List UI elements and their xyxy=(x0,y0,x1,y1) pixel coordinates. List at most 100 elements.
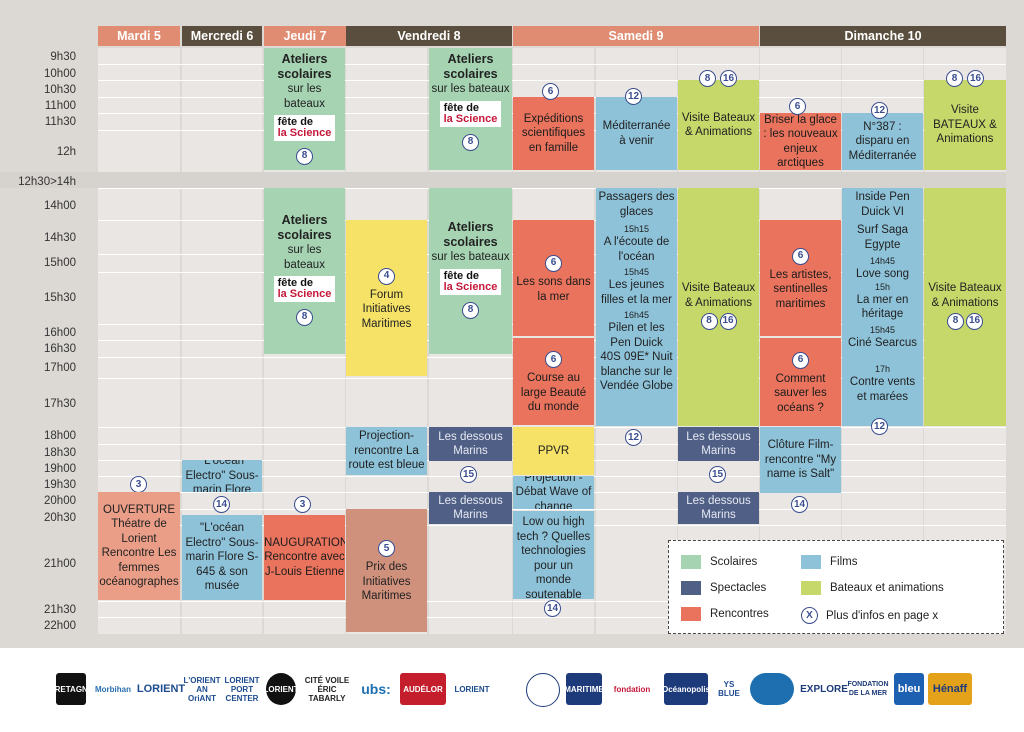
time-label: 11h30 xyxy=(44,116,76,128)
legend-spectacles: Spectacles xyxy=(681,581,766,595)
event-text: Méditerranée à venir xyxy=(602,120,671,147)
page-badge: 15 xyxy=(709,466,726,483)
event-films-dimanche[interactable]: Inside Pen Duick VI Surf Saga Egypte 14h… xyxy=(842,188,923,426)
legend-films: Films xyxy=(801,555,857,569)
film-title: Les jeunes filles et la mer xyxy=(601,279,672,306)
event-visite-dimanche-am[interactable]: Visite BATEAUX & Animations xyxy=(924,80,1006,170)
event-visite-samedi-pm[interactable]: Visite Bateaux & Animations 8 16 xyxy=(678,188,759,426)
event-forum[interactable]: 4 Forum Initiatives Maritimes xyxy=(346,220,427,376)
event-ateliers-vendredi-pm[interactable]: Ateliers scolaires sur les bateaux fête … xyxy=(429,188,512,354)
fete-science-logo: fête de la Science xyxy=(439,268,502,295)
event-dessous-samedi-1[interactable]: Les dessous Marins xyxy=(678,427,759,461)
film-title: A l'écoute de l'océan xyxy=(603,236,670,263)
page-badge: 8 xyxy=(699,70,716,87)
event-ateliers-jeudi-pm[interactable]: Ateliers scolaires sur les bateaux fête … xyxy=(264,188,345,354)
page-badge: 3 xyxy=(294,496,311,513)
schedule-grid: Mardi 5 Mercredi 6 Jeudi 7 Vendredi 8 Sa… xyxy=(0,26,1006,634)
event-title: Ateliers scolaires xyxy=(443,220,498,250)
event-text: Clôture Film-rencontre "My name is Salt" xyxy=(764,439,837,481)
event-ppvr[interactable]: PPVR xyxy=(513,427,594,475)
logo-bretagne: BRETAGNE xyxy=(49,673,93,705)
logo-lorient-port-center: LORIENT PORT CENTER xyxy=(224,675,260,703)
day-header-mercredi: Mercredi 6 xyxy=(182,26,262,46)
event-course-au-large[interactable]: 6 Course au large Beauté du monde xyxy=(513,338,594,425)
logo-henaff: Hénaff xyxy=(928,673,972,705)
event-text: Course au large Beauté du monde xyxy=(520,372,587,414)
event-visite-samedi-am[interactable]: Visite Bateaux & Animations xyxy=(678,80,759,170)
event-ouverture[interactable]: OUVERTURE Théatre de Lorient Rencontre L… xyxy=(98,492,180,600)
event-electro-2[interactable]: "L'océan Electro" Sous-marin Flore S-645… xyxy=(182,515,262,600)
event-dessous-vendredi-1[interactable]: Les dessous Marins xyxy=(429,427,512,461)
page-badge: 14 xyxy=(213,496,230,513)
logo-france-bleu: bleu xyxy=(894,673,924,705)
event-expeditions[interactable]: Expéditions scientifiques en famille xyxy=(513,97,594,170)
event-text: Comment sauver les océans ? xyxy=(774,372,827,414)
event-inauguration[interactable]: INAUGURATION Rencontre avec J-Louis Etie… xyxy=(264,515,345,600)
film-time: 16h45 xyxy=(623,310,650,320)
event-sauver-oceans[interactable]: 6 Comment sauver les océans ? xyxy=(760,338,841,426)
event-visite-dimanche-pm[interactable]: Visite Bateaux & Animations 8 16 xyxy=(924,188,1006,426)
page-badges: 8 16 xyxy=(937,70,993,87)
event-text: PPVR xyxy=(537,444,570,457)
event-text: Visite BATEAUX & Animations xyxy=(933,104,997,146)
legend-scolaires: Scolaires xyxy=(681,555,757,569)
film-title: Pilen et les Pen Duick xyxy=(608,322,665,349)
day-header-dimanche: Dimanche 10 xyxy=(760,26,1006,46)
event-text: Visite Bateaux & Animations xyxy=(681,282,756,309)
event-text: Les artistes, sentinelles maritimes xyxy=(769,268,832,310)
event-ateliers-jeudi-am[interactable]: Ateliers scolaires sur les bateaux fête … xyxy=(264,48,345,170)
page-badge: 12 xyxy=(625,88,642,105)
legend-swatch xyxy=(801,555,821,569)
lunch-band xyxy=(0,172,1006,188)
time-label: 12h30>14h xyxy=(18,176,76,188)
event-text: Expéditions scientifiques en famille xyxy=(521,112,586,154)
event-projection-debat[interactable]: Projection -Débat Wave of change xyxy=(513,476,594,509)
legend-bateaux: Bateaux et animations xyxy=(801,581,944,595)
event-films-samedi[interactable]: Passagers des glaces 15h15 A l'écoute de… xyxy=(596,188,677,426)
event-mediterranee[interactable]: Méditerranée à venir xyxy=(596,97,677,170)
film-title: Love song xyxy=(855,268,910,280)
event-cloture[interactable]: Clôture Film-rencontre "My name is Salt" xyxy=(760,427,841,493)
film-title: Surf Saga Egypte xyxy=(856,224,909,251)
logo-oceanopolis: Océanopolis xyxy=(662,673,710,705)
time-label: 15h00 xyxy=(44,257,76,269)
grid-line xyxy=(98,617,1006,618)
event-electro-1[interactable]: "L'océan Electro" Sous-marin Flore xyxy=(182,460,262,492)
time-label: 16h30 xyxy=(44,343,76,355)
day-header-vendredi: Vendredi 8 xyxy=(346,26,512,46)
event-les-artistes[interactable]: 6 Les artistes, sentinelles maritimes xyxy=(760,220,841,336)
event-low-tech[interactable]: Low ou high tech ? Quelles technologies … xyxy=(513,511,594,599)
event-title: Ateliers scolaires xyxy=(277,52,332,81)
event-ateliers-vendredi-am[interactable]: Ateliers scolaires sur les bateaux fête … xyxy=(429,48,512,170)
page-badge: 14 xyxy=(791,496,808,513)
event-text: INAUGURATION Rencontre avec J-Louis Etie… xyxy=(264,536,345,578)
event-n387[interactable]: N°387 : disparu en Méditerranée xyxy=(842,113,923,170)
page-badge: 6 xyxy=(792,247,809,265)
film-title: Contre vents et marées xyxy=(849,376,916,403)
time-label: 14h30 xyxy=(44,232,76,244)
logo-lorient-circle: LORIENT xyxy=(263,673,299,705)
time-label: 18h30 xyxy=(44,447,76,459)
film-time: 15h15 xyxy=(623,224,650,234)
page-badge: 6 xyxy=(792,351,809,369)
page-badges: 8 16 xyxy=(700,310,738,333)
event-text: N°387 : disparu en Méditerranée xyxy=(848,120,917,162)
event-briser-la-glace[interactable]: Briser la glace : les nouveaux enjeux ar… xyxy=(760,113,841,170)
event-text: Briser la glace : les nouveaux enjeux ar… xyxy=(763,113,838,170)
legend-swatch xyxy=(681,555,701,569)
event-subtitle: sur les bateaux xyxy=(431,251,510,264)
page-badge: 8 xyxy=(947,313,964,330)
event-projection-vendredi[interactable]: Projection-rencontre La route est bleue xyxy=(346,427,427,475)
event-dessous-samedi-2[interactable]: Les dessous Marins xyxy=(678,492,759,524)
page-badge: 5 xyxy=(378,540,395,558)
logo-lorient: LORIENT xyxy=(136,682,186,695)
logo-ubs: ubs: xyxy=(361,680,391,697)
event-text: Visite Bateaux & Animations xyxy=(928,282,1002,309)
event-prix[interactable]: 5 Prix des Initiatives Maritimes xyxy=(346,509,427,632)
event-text: Projection -Débat Wave of change xyxy=(515,476,592,509)
legend-swatch xyxy=(681,607,701,621)
time-label: 12h xyxy=(56,146,76,158)
event-dessous-vendredi-2[interactable]: Les dessous Marins xyxy=(429,492,512,524)
event-les-sons[interactable]: 6 Les sons dans la mer xyxy=(513,220,594,336)
time-label: 15h30 xyxy=(44,292,76,304)
